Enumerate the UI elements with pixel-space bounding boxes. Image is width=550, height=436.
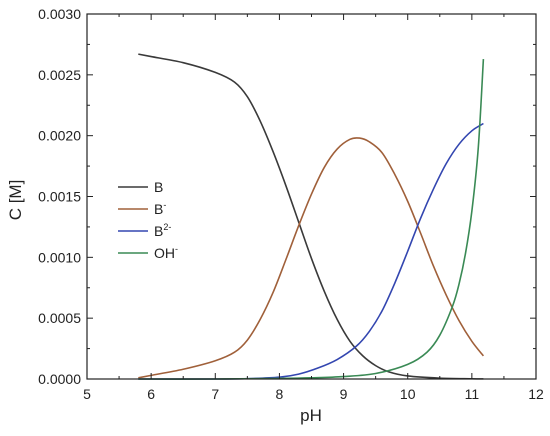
x-axis-title: pH bbox=[300, 406, 322, 425]
x-tick-label: 8 bbox=[276, 386, 284, 402]
x-tick-label: 11 bbox=[465, 386, 480, 402]
y-tick-label: 0.0015 bbox=[38, 189, 81, 205]
series-line-oh bbox=[138, 58, 485, 380]
x-tick-label: 12 bbox=[528, 386, 544, 402]
x-tick-label: 6 bbox=[147, 386, 155, 402]
y-tick-label: 0.0025 bbox=[38, 67, 81, 83]
series-line-b bbox=[138, 53, 484, 380]
y-tick-label: 0.0020 bbox=[38, 128, 81, 144]
y-tick-label: 0.0000 bbox=[38, 371, 81, 387]
series-layer bbox=[138, 53, 485, 380]
legend-label-base: OH bbox=[154, 245, 175, 261]
series-line-b2 bbox=[138, 122, 484, 380]
y-tick-label: 0.0030 bbox=[38, 6, 81, 22]
series-line-b bbox=[138, 137, 485, 379]
axes-layer: 5 6 7 8 9 10 11 12 0.0000 0.0005 0.0010 0.0015 0.002… bbox=[38, 6, 544, 402]
y-tick-label: 0.0005 bbox=[38, 310, 81, 326]
legend-label-superscript: 2- bbox=[163, 222, 171, 232]
y-tick-label: 0.0010 bbox=[38, 249, 81, 265]
legend-label-base: B bbox=[154, 179, 163, 195]
x-tick-label: 5 bbox=[83, 386, 91, 402]
x-tick-label: 10 bbox=[400, 386, 416, 402]
legend-label-b2: B2- bbox=[154, 222, 171, 239]
legend-label-b: B bbox=[154, 179, 163, 195]
legend-label-b: B- bbox=[154, 200, 166, 217]
legend-label-oh: OH- bbox=[154, 244, 178, 261]
legend-label-superscript: - bbox=[163, 200, 166, 210]
x-tick-label: 7 bbox=[211, 386, 219, 402]
legend-label-base: B bbox=[154, 201, 163, 217]
legend-label-base: B bbox=[154, 223, 163, 239]
legend: BB-B2-OH- bbox=[118, 179, 178, 261]
y-axis-title: C [M] bbox=[6, 180, 25, 221]
x-tick-label: 9 bbox=[340, 386, 348, 402]
legend-label-superscript: - bbox=[175, 244, 178, 254]
